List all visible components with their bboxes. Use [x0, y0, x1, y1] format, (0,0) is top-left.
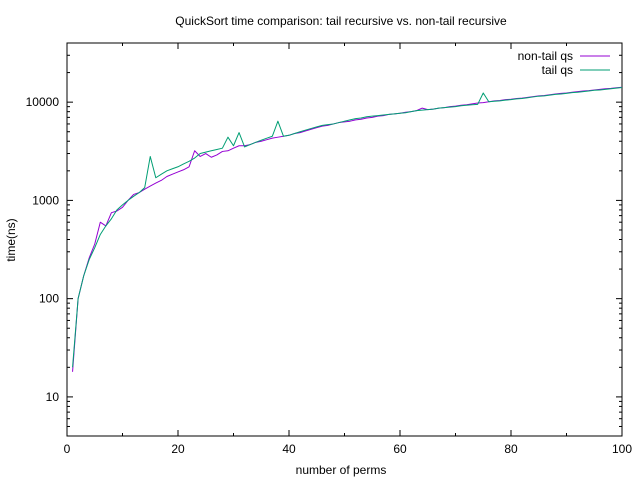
legend-label-1: tail qs: [542, 63, 573, 77]
x-tick-label: 60: [393, 442, 407, 456]
x-axis: 0 20 40 60 80 100: [64, 43, 632, 456]
y-tick-label: 100: [39, 292, 59, 306]
y-axis: 10 100 1000 10000: [26, 42, 622, 437]
x-tick-label: 40: [282, 442, 296, 456]
x-tick-label: 20: [171, 442, 185, 456]
x-tick-label: 0: [64, 442, 71, 456]
series-line-0: [72, 86, 623, 372]
x-tick-label: 80: [504, 442, 518, 456]
series-line-1: [72, 86, 623, 368]
x-tick-label: 100: [612, 442, 632, 456]
y-tick-label: 1000: [32, 193, 59, 207]
legend-label-0: non-tail qs: [518, 49, 573, 63]
plot-frame: [66, 42, 623, 437]
y-axis-title: time(ns): [4, 218, 18, 261]
x-axis-title: number of perms: [296, 463, 387, 477]
chart-title: QuickSort time comparison: tail recursiv…: [175, 14, 507, 28]
series-layer: [72, 86, 623, 372]
y-tick-label: 10000: [26, 95, 60, 109]
y-tick-label: 10: [46, 390, 60, 404]
